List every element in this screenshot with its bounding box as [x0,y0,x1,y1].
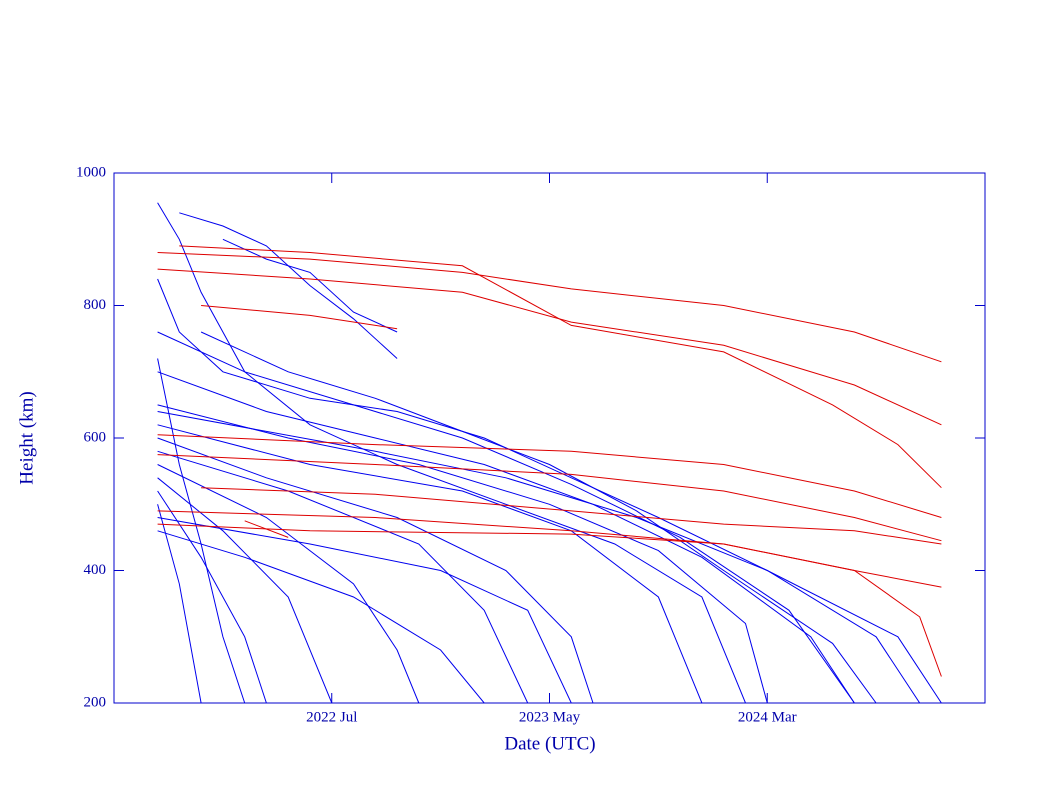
series-line [157,504,202,703]
series-line [157,404,768,703]
series-line [157,411,942,703]
series-line [157,434,942,518]
series-line [157,202,746,703]
y-tick-label: 600 [84,429,107,445]
series-line [157,371,855,703]
series-line [157,523,942,677]
y-tick-label: 1000 [76,164,106,180]
series-line [157,454,942,542]
series-line [200,331,877,703]
y-tick-label: 200 [84,694,107,710]
series-line [179,245,942,489]
series-line [222,238,398,333]
series-line [157,424,703,703]
y-tick-label: 800 [84,297,107,313]
series-line [157,530,485,703]
series-line [157,510,942,588]
series-line [157,490,267,703]
y-axis-label: Height (km) [16,391,37,484]
series-line [244,520,289,538]
series-line [201,487,942,545]
series-line [201,305,398,330]
series-line [157,252,942,363]
series-line [157,450,529,703]
x-tick-label: 2022 Jul [306,709,357,725]
series-line [157,437,594,703]
series-line [157,331,855,703]
series-line [157,517,572,703]
x-tick-label: 2024 Mar [738,709,797,725]
x-axis-label: Date (UTC) [504,733,595,754]
y-tick-label: 400 [84,562,107,578]
series-line [157,278,921,703]
x-tick-label: 2023 May [519,709,581,725]
series-line [157,268,942,426]
series-line [157,464,420,703]
